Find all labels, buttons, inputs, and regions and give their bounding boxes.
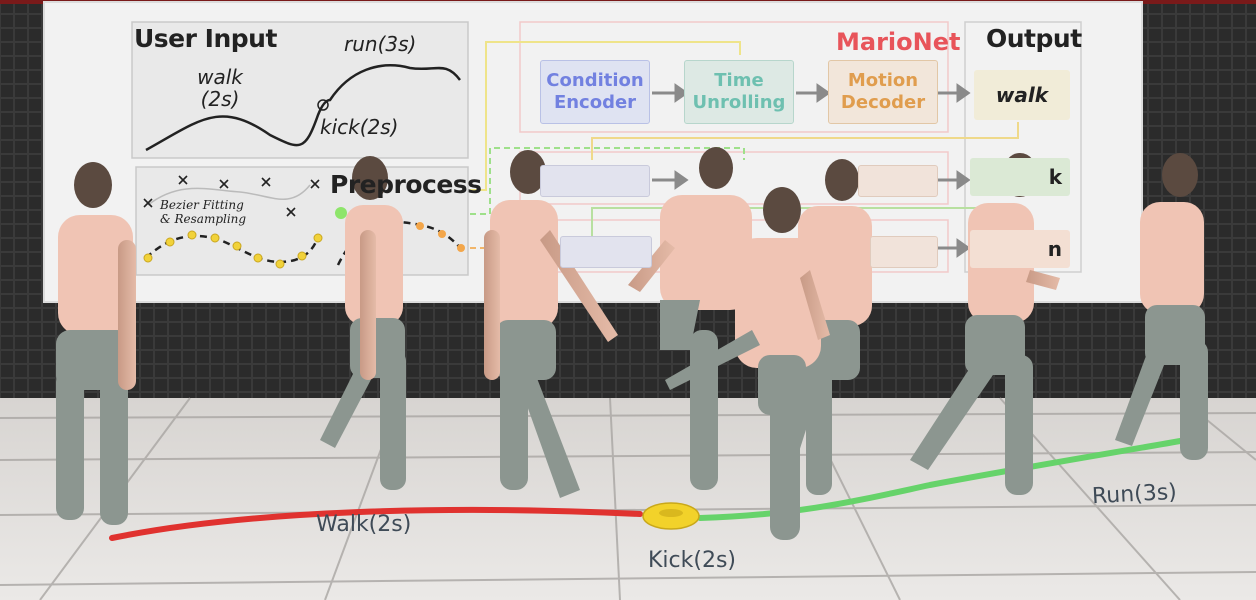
user-input-title: User Input (134, 24, 277, 53)
output-run-block: n (970, 230, 1070, 268)
figure-1 (56, 162, 136, 525)
bezier-label-line1: Bezier Fitting (160, 198, 244, 212)
figure-kick (665, 187, 830, 540)
figure-3 (484, 150, 618, 498)
row3-decoder-block (870, 236, 938, 268)
figure-4 (628, 147, 752, 490)
bezier-label-line2: & Resampling (160, 212, 247, 226)
output-title: Output (986, 24, 1082, 53)
floor-run-label: Run(3s) (1091, 479, 1178, 510)
floor-kick-label: Kick(2s) (648, 548, 736, 573)
walk-sketch-word: walk (197, 65, 243, 89)
row2-encoder-block (540, 165, 650, 197)
preprocess-title: Preprocess (330, 170, 482, 199)
output-walk-block: walk (974, 70, 1070, 120)
output-kick-block: k (970, 158, 1070, 196)
figure-7 (1115, 153, 1208, 460)
time-unrolling-block: Time Unrolling (684, 60, 794, 124)
figure-2 (320, 156, 406, 490)
walk-sketch-duration: (2s) (200, 87, 240, 111)
floor-walk-label: Walk(2s) (316, 512, 412, 537)
run-sketch-label: run(3s) (344, 32, 417, 56)
row3-encoder-block (560, 236, 652, 268)
bezier-label: Bezier Fitting & Resampling (160, 198, 246, 226)
row2-decoder-block (858, 165, 938, 197)
motion-decoder-block: Motion Decoder (828, 60, 938, 124)
condition-encoder-block: Condition Encoder (540, 60, 650, 124)
marionet-title: MarioNet (836, 28, 961, 56)
kick-sketch-label: kick(2s) (320, 115, 399, 139)
walk-sketch-label: walk (2s) (190, 66, 250, 110)
